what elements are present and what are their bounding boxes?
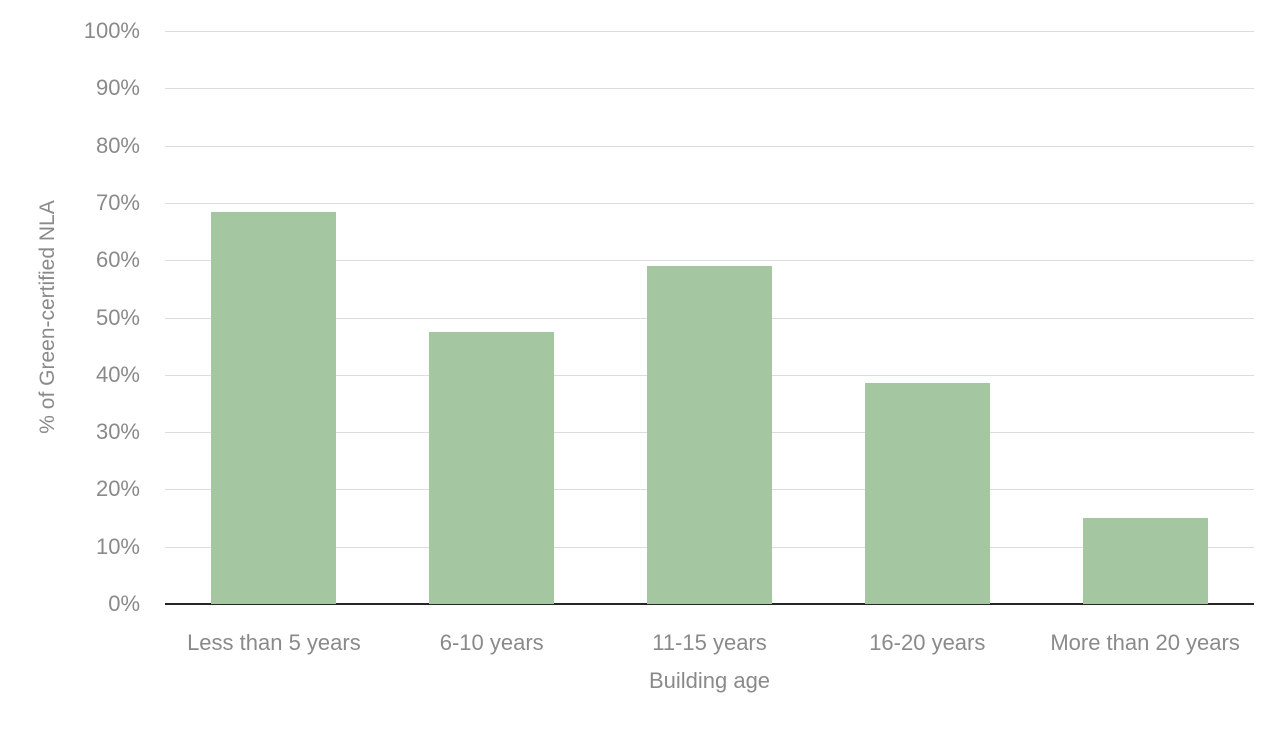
y-tick-label-10: 10% <box>95 533 140 559</box>
y-tick-label-60: 60% <box>95 247 140 273</box>
gridline-90 <box>165 88 1254 90</box>
x-tick-label-1: Less than 5 years <box>187 630 361 655</box>
x-tick-label-3: 11-15 years <box>652 630 767 655</box>
y-tick-label-70: 70% <box>95 189 140 215</box>
y-tick-label-50: 50% <box>95 304 140 330</box>
y-tick-label-90: 90% <box>95 75 140 101</box>
gridline-100 <box>165 31 1254 32</box>
bar-3 <box>647 265 772 604</box>
y-tick-label-20: 20% <box>95 476 140 502</box>
x-axis-line <box>165 603 1254 605</box>
x-tick-label-5: More than 20 years <box>1050 630 1240 655</box>
y-tick-label-0: 0% <box>108 591 140 616</box>
y-tick-label-30: 30% <box>95 419 140 445</box>
bar-4 <box>865 383 990 604</box>
x-tick-label-4: 16-20 years <box>869 630 986 655</box>
bar-5 <box>1083 518 1208 604</box>
y-tick-label-40: 40% <box>95 361 140 387</box>
y-tick-label-100: 100% <box>83 18 140 43</box>
bar-1 <box>211 211 336 604</box>
bar-2 <box>429 331 554 604</box>
plot-area <box>165 31 1254 605</box>
x-tick-label-2: 6-10 years <box>439 630 544 655</box>
gridline-70 <box>165 202 1254 204</box>
gridline-60 <box>165 260 1254 262</box>
x-axis-title: Building age <box>648 668 771 693</box>
gridline-80 <box>165 145 1254 147</box>
y-tick-label-80: 80% <box>95 132 140 158</box>
